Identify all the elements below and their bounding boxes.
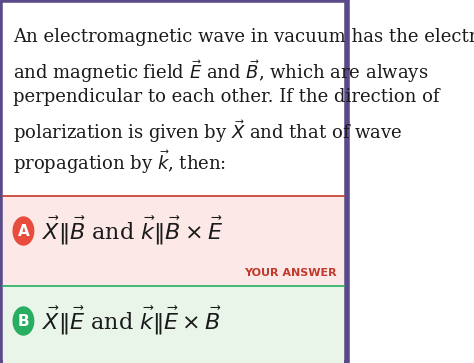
Text: perpendicular to each other. If the direction of: perpendicular to each other. If the dire… (13, 88, 440, 106)
FancyBboxPatch shape (3, 4, 344, 195)
Text: An electromagnetic wave in vacuum has the electric: An electromagnetic wave in vacuum has th… (13, 28, 474, 46)
Text: B: B (18, 314, 29, 329)
Text: $\vec{X}\|\vec{B}$ and $\vec{k}\|\vec{B}\times\vec{E}$: $\vec{X}\|\vec{B}$ and $\vec{k}\|\vec{B}… (43, 215, 224, 247)
Text: polarization is given by $\vec{X}$ and that of wave: polarization is given by $\vec{X}$ and t… (13, 118, 403, 145)
Text: and magnetic field $\vec{E}$ and $\vec{B}$, which are always: and magnetic field $\vec{E}$ and $\vec{B… (13, 58, 428, 85)
Circle shape (13, 307, 34, 335)
Text: $\vec{X}\|\vec{E}$ and $\vec{k}\|\vec{E}\times\vec{B}$: $\vec{X}\|\vec{E}$ and $\vec{k}\|\vec{E}… (43, 305, 222, 337)
FancyBboxPatch shape (3, 196, 344, 286)
Text: A: A (18, 224, 29, 238)
Circle shape (13, 217, 34, 245)
FancyBboxPatch shape (3, 286, 344, 363)
Text: YOUR ANSWER: YOUR ANSWER (244, 268, 337, 278)
Text: propagation by $\vec{k}$, then:: propagation by $\vec{k}$, then: (13, 148, 227, 176)
FancyBboxPatch shape (0, 0, 347, 363)
